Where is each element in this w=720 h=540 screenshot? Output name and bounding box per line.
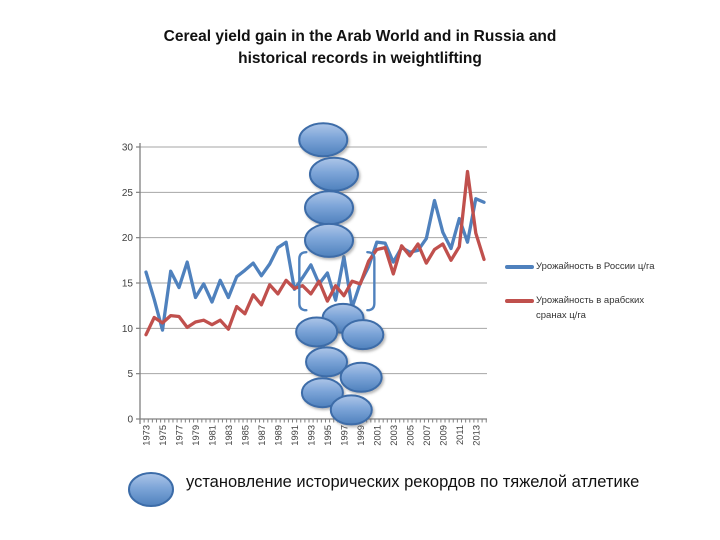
svg-text:1983: 1983 [224, 425, 234, 446]
record-ellipse-icon [128, 472, 174, 507]
svg-text:2009: 2009 [438, 425, 448, 446]
record-ellipse-bottom-4 [339, 361, 383, 393]
svg-text:15: 15 [122, 279, 134, 290]
svg-text:2013: 2013 [471, 425, 481, 446]
svg-text:1993: 1993 [306, 425, 316, 446]
svg-text:1973: 1973 [142, 425, 152, 446]
yield-line-chart: 0 5 10 15 20 25 30 1973 1975 1977 1979 1981 1983 1985… [122, 122, 487, 446]
legend-label-arab: Урожайность в арабских сранах ц/га [536, 295, 645, 321]
svg-text:1977: 1977 [174, 425, 184, 446]
record-ellipse-top-0 [298, 122, 349, 158]
record-ellipse-bottom-5 [300, 377, 344, 409]
record-ellipse-bottom-2 [341, 319, 385, 351]
legend-swatch-arab [505, 299, 534, 304]
svg-text:0: 0 [127, 415, 133, 426]
left-bracket-shape [298, 250, 308, 312]
record-ellipse-bottom-1 [295, 316, 339, 348]
svg-text:25: 25 [122, 188, 134, 199]
svg-text:1989: 1989 [273, 425, 283, 446]
svg-text:1991: 1991 [290, 425, 300, 446]
svg-text:1975: 1975 [158, 425, 168, 446]
svg-text:1999: 1999 [356, 425, 366, 446]
svg-text:2001: 2001 [372, 425, 382, 446]
record-ellipse-top-1 [308, 156, 359, 192]
svg-text:1997: 1997 [339, 425, 349, 446]
record-ellipse-bottom-6 [329, 394, 373, 426]
svg-text:1985: 1985 [240, 425, 250, 446]
legend-swatch-russia [505, 265, 534, 269]
record-ellipse-bottom-3 [305, 346, 349, 378]
svg-text:20: 20 [122, 233, 134, 244]
record-ellipse-top-3 [304, 222, 355, 258]
record-ellipse-top-2 [304, 190, 355, 226]
svg-text:10: 10 [122, 324, 134, 335]
series-line-0 [144, 197, 486, 332]
svg-text:30: 30 [122, 143, 134, 154]
chart-legend: Урожайность в России ц/га Урожайность в … [505, 260, 658, 323]
series-line-1 [144, 169, 486, 337]
svg-text:2003: 2003 [389, 425, 399, 446]
svg-text:2011: 2011 [455, 425, 465, 445]
svg-text:5: 5 [127, 369, 133, 380]
chart-title-line2: historical records in weightlifting [238, 50, 482, 68]
right-bracket-shape [366, 250, 376, 312]
svg-text:1995: 1995 [323, 425, 333, 446]
legend-label-russia: Урожайность в России ц/га [536, 261, 655, 272]
legend-item-arab: Урожайность в арабских сранах ц/га [505, 294, 658, 323]
svg-text:1979: 1979 [191, 425, 201, 446]
chart-title-line1: Cereal yield gain in the Arab World and … [163, 28, 557, 45]
record-caption: установление исторических рекордов по тя… [126, 472, 639, 512]
svg-text:2007: 2007 [422, 425, 432, 446]
svg-text:1987: 1987 [257, 425, 267, 446]
chart-title: Cereal yield gain in the Arab World and … [0, 26, 720, 71]
svg-text:1981: 1981 [207, 425, 217, 446]
record-caption-text: установление исторических рекордов по тя… [186, 473, 640, 491]
legend-item-russia: Урожайность в России ц/га [505, 260, 658, 274]
svg-text:2005: 2005 [405, 425, 415, 446]
